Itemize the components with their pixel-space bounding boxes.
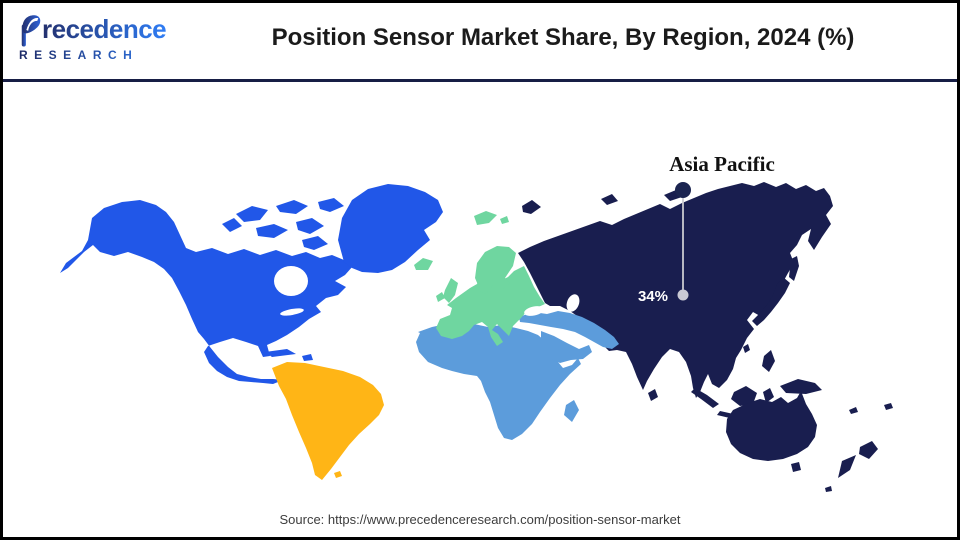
precedence-research-logo: recedence RESEARCH [19, 12, 179, 62]
turkey-iran [519, 311, 619, 349]
arctic-island-a [236, 206, 268, 222]
caspian-sea [566, 294, 580, 312]
africa [416, 324, 581, 440]
sri-lanka [648, 389, 658, 401]
svalbard-1 [474, 211, 497, 225]
region-south-america [272, 362, 384, 480]
logo-wordmark: recedence [19, 12, 179, 48]
north-america-mainland [60, 200, 353, 384]
asia-mainland [518, 182, 833, 398]
callout-top-dot [675, 182, 691, 198]
region-europe [414, 211, 545, 346]
region-middle-east-africa [416, 311, 619, 440]
logo-brand-text: recedence [42, 14, 167, 44]
callout-map-dot [677, 289, 689, 301]
pacific-island-2 [884, 403, 893, 410]
cuba [265, 349, 296, 357]
svalbard-2 [500, 216, 509, 224]
japan [752, 277, 790, 326]
inland-seas [274, 266, 580, 316]
logo-research-text: RESEARCH [19, 48, 179, 62]
arctic-island-e [296, 218, 324, 234]
sumatra [691, 388, 719, 408]
black-sea [524, 306, 544, 316]
chart-title: Position Sensor Market Share, By Region,… [271, 24, 855, 51]
falkland-islands [334, 471, 342, 478]
scandinavia [475, 246, 516, 294]
hispaniola [302, 354, 313, 361]
sulawesi [763, 388, 774, 403]
sakhalin [789, 256, 799, 281]
arctic-island-d [256, 224, 288, 238]
great-lakes [280, 308, 304, 316]
philippines [762, 350, 775, 372]
callout-region-label: Asia Pacific [669, 152, 775, 176]
source-line: Source: https://www.precedenceresearch.c… [279, 512, 681, 527]
tasmania [791, 462, 801, 472]
arctic-island-f [302, 236, 328, 250]
ireland [436, 292, 445, 302]
arctic-island-c [318, 198, 344, 212]
south-america-mainland [272, 362, 384, 480]
new-zealand-north [859, 441, 878, 459]
region-asia-pacific [518, 182, 893, 492]
callout-value-label: 34% [638, 288, 668, 305]
arabian-peninsula [541, 331, 592, 363]
siberian-island-1 [601, 194, 618, 205]
great-britain [443, 278, 458, 303]
iceland [414, 258, 433, 270]
hudson-bay [274, 266, 308, 296]
arctic-island-b [276, 200, 308, 214]
pacific-island-1 [849, 407, 858, 414]
new-guinea [780, 379, 822, 394]
new-zealand-south [838, 455, 856, 478]
arctic-island-g [222, 218, 242, 232]
region-north-america [60, 184, 443, 384]
borneo [731, 386, 757, 406]
leaf-p-icon [21, 15, 41, 47]
australia [726, 391, 817, 461]
pacific-island-3 [825, 486, 832, 492]
madagascar [564, 400, 579, 422]
novaya-zemlya [522, 200, 541, 214]
header-divider [3, 79, 957, 82]
europe-mainland [436, 266, 545, 346]
asia-pacific-callout: Asia Pacific 34% [638, 152, 775, 305]
taiwan [743, 344, 750, 353]
greenland [338, 184, 443, 273]
